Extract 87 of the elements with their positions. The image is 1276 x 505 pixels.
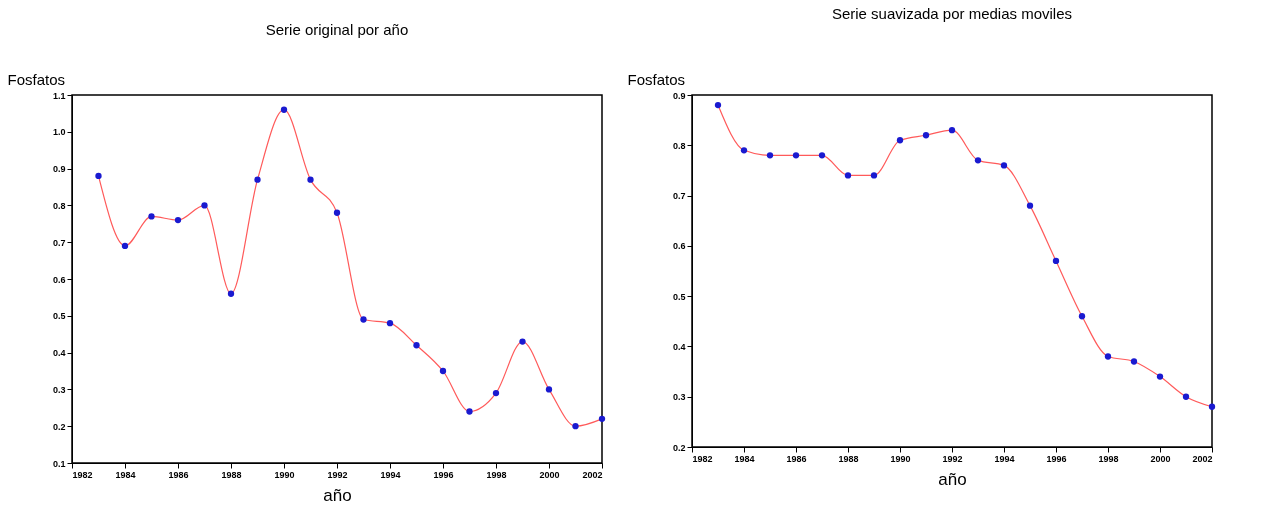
- y-tick-label: 0.6: [672, 241, 686, 252]
- point: [1208, 403, 1216, 410]
- point: [121, 242, 129, 250]
- y-tick-label: 0.4: [672, 341, 686, 352]
- y-tick-label: 0.4: [52, 348, 66, 359]
- chart-title: Serie original por año: [265, 21, 409, 38]
- point: [1078, 313, 1086, 320]
- point: [714, 101, 722, 109]
- x-tick-label: 1986: [168, 469, 189, 480]
- y-tick-label: 0.1: [52, 458, 66, 469]
- y-tick-label: 0.9: [52, 164, 66, 175]
- x-tick-label: 1984: [115, 469, 136, 480]
- y-tick-label: 0.5: [672, 291, 686, 302]
- point: [201, 202, 208, 209]
- y-tick-label: 0.2: [52, 421, 66, 432]
- point: [792, 152, 800, 159]
- x-tick-label: 1986: [786, 453, 807, 464]
- point: [818, 152, 826, 159]
- point: [1182, 393, 1190, 400]
- x-tick-label: 1992: [327, 469, 348, 480]
- point: [519, 338, 526, 345]
- chart-title: Serie suavizada por medias moviles: [831, 5, 1073, 22]
- point: [492, 389, 500, 397]
- x-axis-title: año: [323, 485, 352, 505]
- x-tick-label: 2002: [582, 469, 603, 480]
- x-tick-label: 1988: [221, 469, 242, 480]
- point: [844, 172, 852, 179]
- y-axis-title: Fosfatos: [7, 70, 66, 88]
- x-tick-label: 1998: [1098, 453, 1119, 464]
- y-tick-label: 0.8: [672, 140, 686, 151]
- point: [1130, 358, 1138, 365]
- x-tick-label: 2002: [1192, 453, 1213, 464]
- x-tick-label: 2000: [1150, 453, 1171, 464]
- point: [307, 176, 314, 183]
- point: [1026, 202, 1034, 209]
- point: [1104, 353, 1112, 360]
- x-tick-label: 1998: [486, 469, 507, 480]
- point: [227, 290, 235, 297]
- point: [439, 367, 447, 375]
- y-tick-label: 0.3: [672, 392, 686, 403]
- y-tick-label: 0.5: [52, 311, 66, 322]
- point: [1052, 257, 1060, 265]
- point: [870, 172, 878, 179]
- x-tick-label: 1984: [734, 453, 755, 464]
- point: [572, 423, 579, 430]
- point: [598, 415, 606, 422]
- y-tick-label: 1.0: [52, 127, 66, 138]
- point: [974, 157, 982, 164]
- x-tick-label: 1982: [692, 453, 713, 464]
- point: [386, 320, 394, 327]
- y-tick-label: 0.7: [52, 237, 66, 248]
- point: [360, 316, 367, 323]
- y-axis-title: Fosfatos: [627, 70, 686, 88]
- point: [333, 209, 341, 216]
- y-tick-label: 0.6: [52, 274, 66, 285]
- x-tick-label: 2000: [539, 469, 560, 480]
- x-tick-label: 1982: [72, 469, 93, 480]
- point: [896, 137, 904, 144]
- x-tick-label: 1996: [1046, 453, 1067, 464]
- x-axis-title: año: [938, 469, 967, 489]
- point: [766, 152, 774, 159]
- point: [948, 127, 956, 134]
- point: [254, 176, 261, 183]
- point: [740, 147, 748, 154]
- point: [148, 213, 155, 220]
- y-tick-label: 0.2: [672, 442, 686, 453]
- y-tick-label: 1.1: [52, 90, 66, 101]
- point: [95, 172, 102, 180]
- point: [174, 216, 182, 224]
- x-tick-label: 1994: [380, 469, 401, 480]
- point: [466, 408, 473, 415]
- point: [545, 386, 553, 393]
- point: [1156, 373, 1164, 380]
- y-tick-label: 0.9: [672, 90, 686, 101]
- x-tick-label: 1988: [838, 453, 859, 464]
- y-tick-label: 0.7: [672, 191, 686, 202]
- x-tick-label: 1992: [942, 453, 963, 464]
- x-tick-label: 1990: [890, 453, 911, 464]
- x-tick-label: 1994: [994, 453, 1015, 464]
- y-tick-label: 0.8: [52, 200, 66, 211]
- point: [413, 342, 420, 349]
- x-tick-label: 1990: [274, 469, 295, 480]
- point: [922, 132, 930, 139]
- point: [280, 106, 288, 113]
- x-tick-label: 1996: [433, 469, 454, 480]
- y-tick-label: 0.3: [52, 384, 66, 395]
- point: [1000, 162, 1008, 169]
